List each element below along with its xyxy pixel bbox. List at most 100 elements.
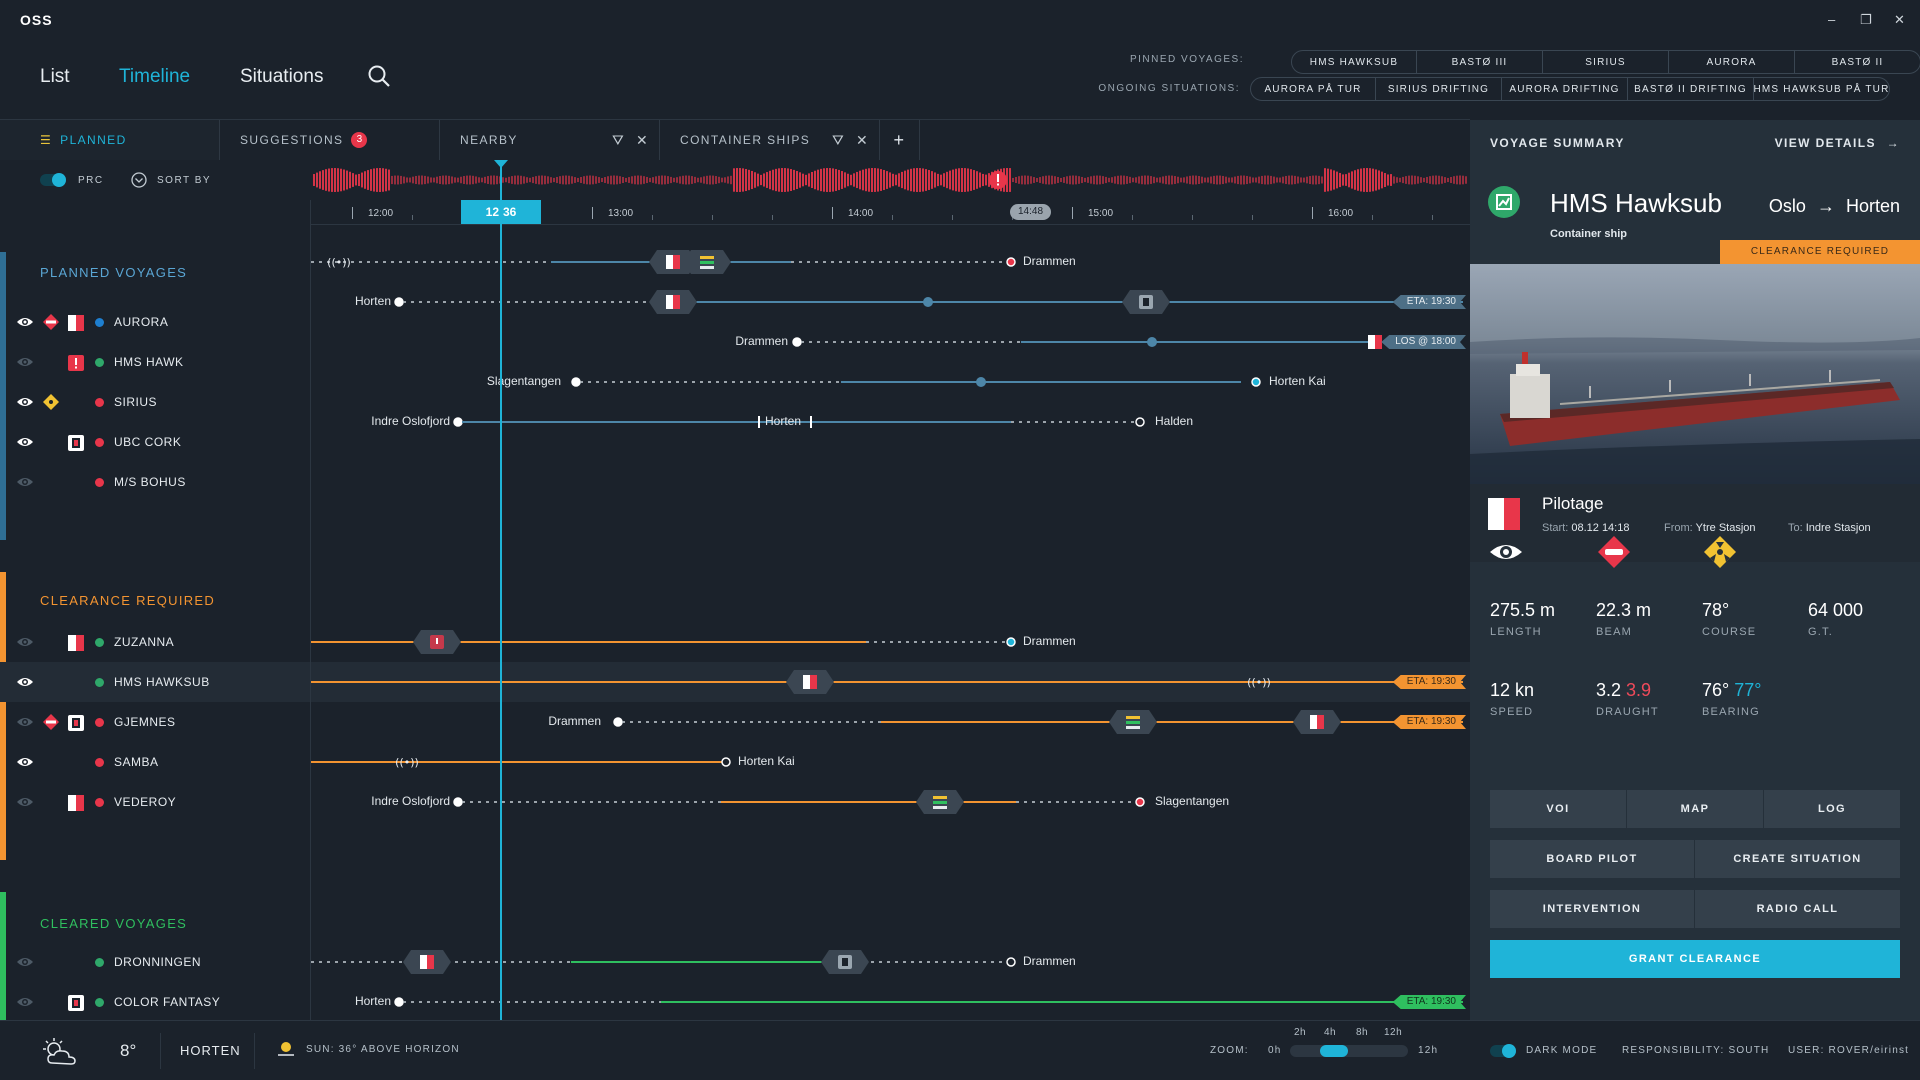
place-label: Horten — [354, 994, 391, 1008]
zoom-tick: 4h — [1324, 1027, 1337, 1038]
close-icon[interactable]: ✕ — [1894, 12, 1905, 27]
situation-pill[interactable]: AURORA DRIFTING — [1502, 77, 1628, 101]
stat-label: G.T. — [1808, 626, 1833, 638]
sort-by-label[interactable]: SORT BY — [157, 175, 212, 186]
pinned-voyage-pill[interactable]: HMS HAWKSUB — [1291, 50, 1417, 74]
hazardous-cargo-icon — [43, 394, 59, 410]
close-tab-icon[interactable]: ✕ — [856, 132, 870, 148]
eye-icon[interactable] — [16, 635, 34, 649]
map-button[interactable]: MAP — [1627, 790, 1763, 828]
restore-icon[interactable]: ❐ — [1860, 12, 1872, 27]
close-tab-icon[interactable]: ✕ — [636, 132, 650, 148]
situation-time-marker[interactable]: 14:48 — [1010, 204, 1052, 220]
filter-icon[interactable]: ⛛ — [832, 132, 846, 148]
situation-pill[interactable]: HMS HAWKSUB PÅ TUR — [1753, 77, 1890, 101]
add-tab-button[interactable]: + — [880, 120, 920, 160]
voi-button[interactable]: VOI — [1490, 790, 1626, 828]
prc-toggle[interactable] — [40, 173, 66, 187]
eye-icon[interactable] — [16, 395, 34, 409]
vessel-row[interactable]: AURORA — [0, 302, 310, 342]
eye-icon[interactable] — [16, 755, 34, 769]
vessel-name: SAMBA — [114, 755, 159, 769]
place-label: Slagentangen — [1155, 794, 1230, 808]
vessel-row[interactable]: COLOR FANTASY — [0, 982, 310, 1022]
pinned-voyage-pill[interactable]: BASTØ II — [1795, 50, 1920, 74]
eta-tag[interactable]: ETA: 19:30 — [1393, 295, 1466, 309]
pinned-voyage-pill[interactable]: SIRIUS — [1543, 50, 1669, 74]
create-situation-button[interactable]: CREATE SITUATION — [1695, 840, 1900, 878]
vessel-name: COLOR FANTASY — [114, 995, 221, 1009]
eye-icon[interactable] — [16, 675, 34, 689]
voyage-tracks: ((•)) ((•)) ((•)) — [311, 250, 1463, 1007]
vessel-row[interactable]: ZUZANNA — [0, 622, 310, 662]
status-dot — [95, 638, 104, 647]
view-details-link[interactable]: VIEW DETAILS → — [1775, 136, 1900, 150]
vessel-row[interactable]: VEDEROY — [0, 782, 310, 822]
nav-list[interactable]: List — [40, 66, 70, 87]
grant-clearance-button[interactable]: GRANT CLEARANCE — [1490, 940, 1900, 978]
eye-icon[interactable] — [16, 475, 34, 489]
eye-icon[interactable] — [16, 435, 34, 449]
zoom-slider-handle[interactable] — [1320, 1045, 1348, 1057]
eye-icon[interactable] — [16, 315, 34, 329]
divider — [0, 119, 1470, 120]
vessel-row[interactable]: HMS HAWK — [0, 342, 310, 382]
eye-icon[interactable] — [1488, 534, 1524, 570]
zoom-slider[interactable] — [1290, 1045, 1408, 1057]
eta-tag[interactable]: LOS @ 18:00 — [1381, 335, 1466, 349]
svg-text:((•)): ((•)) — [327, 256, 351, 269]
tab-nearby[interactable]: NEARBY ⛛ ✕ — [440, 120, 660, 160]
vessel-row[interactable]: DRONNINGEN — [0, 942, 310, 982]
tab-container-label: CONTAINER SHIPS — [680, 133, 811, 147]
pinned-voyage-pill[interactable]: AURORA — [1669, 50, 1795, 74]
pilot-flag-icon — [1488, 498, 1520, 530]
vessel-name: M/S BOHUS — [114, 475, 186, 489]
tab-suggestions[interactable]: SUGGESTIONS 3 — [220, 120, 440, 160]
clearance-group-bar — [0, 572, 6, 860]
eye-icon[interactable] — [16, 955, 34, 969]
vessel-name: UBC CORK — [114, 435, 182, 449]
vessel-row[interactable]: SAMBA — [0, 742, 310, 782]
stat-value: 78° — [1702, 600, 1730, 620]
situation-pill[interactable]: AURORA PÅ TUR — [1250, 77, 1376, 101]
sort-icon[interactable] — [131, 172, 147, 188]
search-icon[interactable] — [366, 63, 392, 89]
tab-planned[interactable]: ☰ PLANNED — [0, 120, 220, 160]
eta-tag[interactable]: ETA: 19:30 — [1393, 995, 1466, 1009]
vessel-name: ZUZANNA — [114, 635, 175, 649]
board-pilot-button[interactable]: BOARD PILOT — [1490, 840, 1694, 878]
vessel-row[interactable]: SIRIUS — [0, 382, 310, 422]
eye-icon[interactable] — [16, 795, 34, 809]
pilotage-title: Pilotage — [1542, 494, 1604, 513]
log-button[interactable]: LOG — [1764, 790, 1900, 828]
restricted-area-icon — [43, 714, 59, 730]
vessel-name: AURORA — [114, 315, 169, 329]
tab-container-ships[interactable]: CONTAINER SHIPS ⛛ ✕ — [660, 120, 880, 160]
vessel-row[interactable]: GJEMNES — [0, 702, 310, 742]
eta-tag[interactable]: ETA: 19:30 — [1393, 675, 1466, 689]
intervention-button[interactable]: INTERVENTION — [1490, 890, 1694, 928]
cleared-group-bar — [0, 892, 6, 1020]
stat-label: COURSE — [1702, 626, 1757, 638]
zoom-tick: 8h — [1356, 1027, 1369, 1038]
pilot-flag-icon — [68, 795, 84, 811]
ship-photo — [1470, 264, 1920, 484]
vessel-row[interactable]: M/S BOHUS — [0, 462, 310, 502]
hour-label: 15:00 — [1088, 208, 1114, 219]
nav-situations[interactable]: Situations — [240, 66, 324, 87]
nav-timeline[interactable]: Timeline — [119, 66, 191, 87]
pinned-voyage-pill[interactable]: BASTØ III — [1417, 50, 1543, 74]
vessel-row[interactable]: UBC CORK — [0, 422, 310, 462]
pilotage-to: To: Indre Stasjon — [1788, 522, 1871, 534]
situation-pill[interactable]: SIRIUS DRIFTING — [1376, 77, 1502, 101]
eye-icon[interactable] — [16, 715, 34, 729]
zoom-max: 12h — [1418, 1045, 1439, 1056]
radio-call-button[interactable]: RADIO CALL — [1695, 890, 1900, 928]
eye-icon[interactable] — [16, 995, 34, 1009]
eye-icon[interactable] — [16, 355, 34, 369]
situation-pill[interactable]: BASTØ II DRIFTING — [1628, 77, 1754, 101]
filter-icon[interactable]: ⛛ — [612, 132, 626, 148]
eta-tag[interactable]: ETA: 19:30 — [1393, 715, 1466, 729]
dark-mode-toggle[interactable] — [1490, 1044, 1516, 1058]
minimize-icon[interactable]: – — [1828, 12, 1836, 27]
